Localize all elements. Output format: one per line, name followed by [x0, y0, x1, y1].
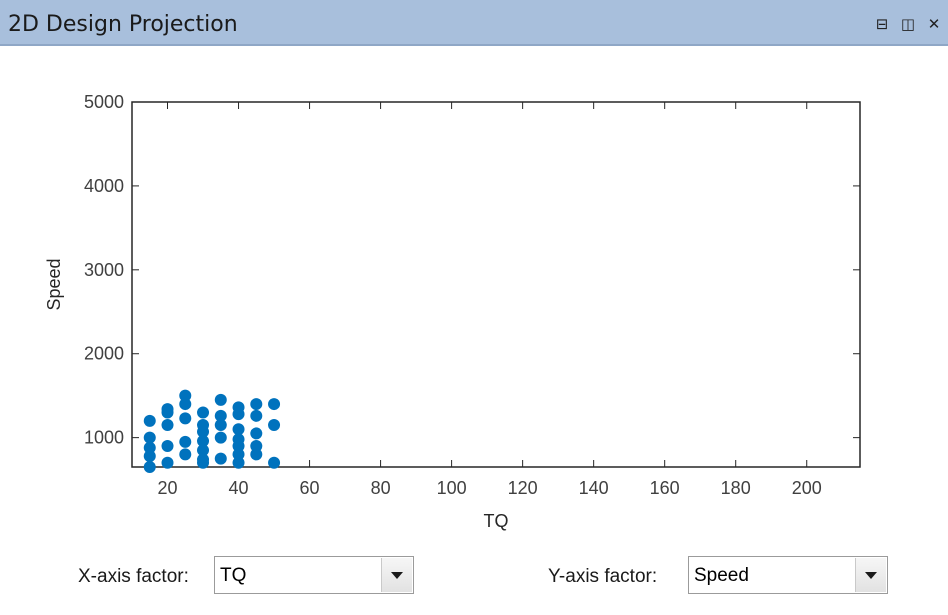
data-point — [268, 456, 281, 469]
data-points — [143, 389, 281, 473]
data-point — [232, 448, 245, 461]
data-point — [232, 408, 245, 421]
window-title: 2D Design Projection — [8, 12, 238, 37]
data-point — [143, 414, 156, 427]
data-point — [143, 441, 156, 454]
x-axis-factor-label: X-axis factor: — [78, 566, 189, 587]
data-point — [268, 398, 281, 411]
data-point — [232, 456, 245, 469]
y-axis-factor-label: Y-axis factor: — [548, 566, 658, 587]
data-point — [179, 389, 192, 402]
data-point — [250, 427, 263, 440]
data-point — [161, 440, 174, 453]
data-point — [214, 431, 227, 444]
y-axis-factor-value: Speed — [694, 565, 749, 586]
y-axis-label: Speed — [44, 258, 64, 310]
y-tick-label: 3000 — [84, 260, 124, 280]
y-tick-label: 2000 — [84, 344, 124, 364]
data-point — [161, 419, 174, 432]
x-tick-label: 120 — [508, 478, 538, 498]
chevron-down-icon — [391, 572, 403, 579]
data-point — [143, 450, 156, 463]
close-icon: ✕ — [927, 15, 941, 33]
x-tick-label: 140 — [579, 478, 609, 498]
x-tick-label: 60 — [300, 478, 320, 498]
x-tick-label: 180 — [721, 478, 751, 498]
maximize-icon: ◫ — [900, 15, 916, 33]
data-point — [161, 456, 174, 469]
x-tick-label: 200 — [792, 478, 822, 498]
data-point — [214, 409, 227, 422]
x-tick-label: 160 — [650, 478, 680, 498]
undock-button[interactable]: ⊟ — [872, 14, 892, 34]
data-point — [250, 409, 263, 422]
data-point — [250, 398, 263, 411]
y-axis-factor-dropdown[interactable]: Speed — [688, 556, 888, 594]
scatter-chart: 20 40 60 80 100 120 140 160 180 200 1000 2000 3000 4… — [44, 92, 861, 531]
data-point — [179, 398, 192, 411]
y-dropdown-button[interactable] — [855, 558, 886, 592]
data-point — [232, 423, 245, 436]
close-button[interactable]: ✕ — [924, 14, 944, 34]
chevron-down-icon — [865, 572, 877, 579]
data-point — [197, 434, 210, 447]
data-point — [179, 412, 192, 425]
x-tick-label: 80 — [371, 478, 391, 498]
maximize-button[interactable]: ◫ — [898, 14, 918, 34]
x-axis-label: TQ — [484, 511, 509, 531]
data-point — [214, 419, 227, 432]
data-point — [197, 406, 210, 419]
y-tick-label: 4000 — [84, 176, 124, 196]
data-point — [179, 448, 192, 461]
x-axis: 20 40 60 80 100 120 140 160 180 200 — [157, 102, 822, 498]
window-titlebar: 2D Design Projection ⊟ ◫ ✕ — [0, 0, 948, 46]
data-point — [250, 440, 263, 453]
y-axis: 1000 2000 3000 4000 5000 — [84, 92, 860, 448]
data-point — [197, 425, 210, 438]
x-tick-label: 40 — [229, 478, 249, 498]
x-tick-label: 20 — [157, 478, 177, 498]
x-tick-label: 100 — [437, 478, 467, 498]
data-point — [214, 452, 227, 465]
data-point — [268, 419, 281, 432]
data-point — [250, 448, 263, 461]
data-point — [232, 440, 245, 453]
x-axis-factor-dropdown[interactable]: TQ — [214, 556, 414, 594]
x-dropdown-button[interactable] — [381, 558, 412, 592]
data-point — [214, 393, 227, 406]
data-point — [161, 406, 174, 419]
data-point — [197, 444, 210, 457]
data-point — [143, 431, 156, 444]
x-axis-factor-value: TQ — [220, 565, 247, 586]
data-point — [143, 461, 156, 473]
data-point — [197, 456, 210, 469]
data-point — [179, 435, 192, 448]
y-tick-label: 1000 — [84, 428, 124, 448]
y-tick-label: 5000 — [84, 92, 124, 112]
undock-icon: ⊟ — [875, 15, 889, 33]
